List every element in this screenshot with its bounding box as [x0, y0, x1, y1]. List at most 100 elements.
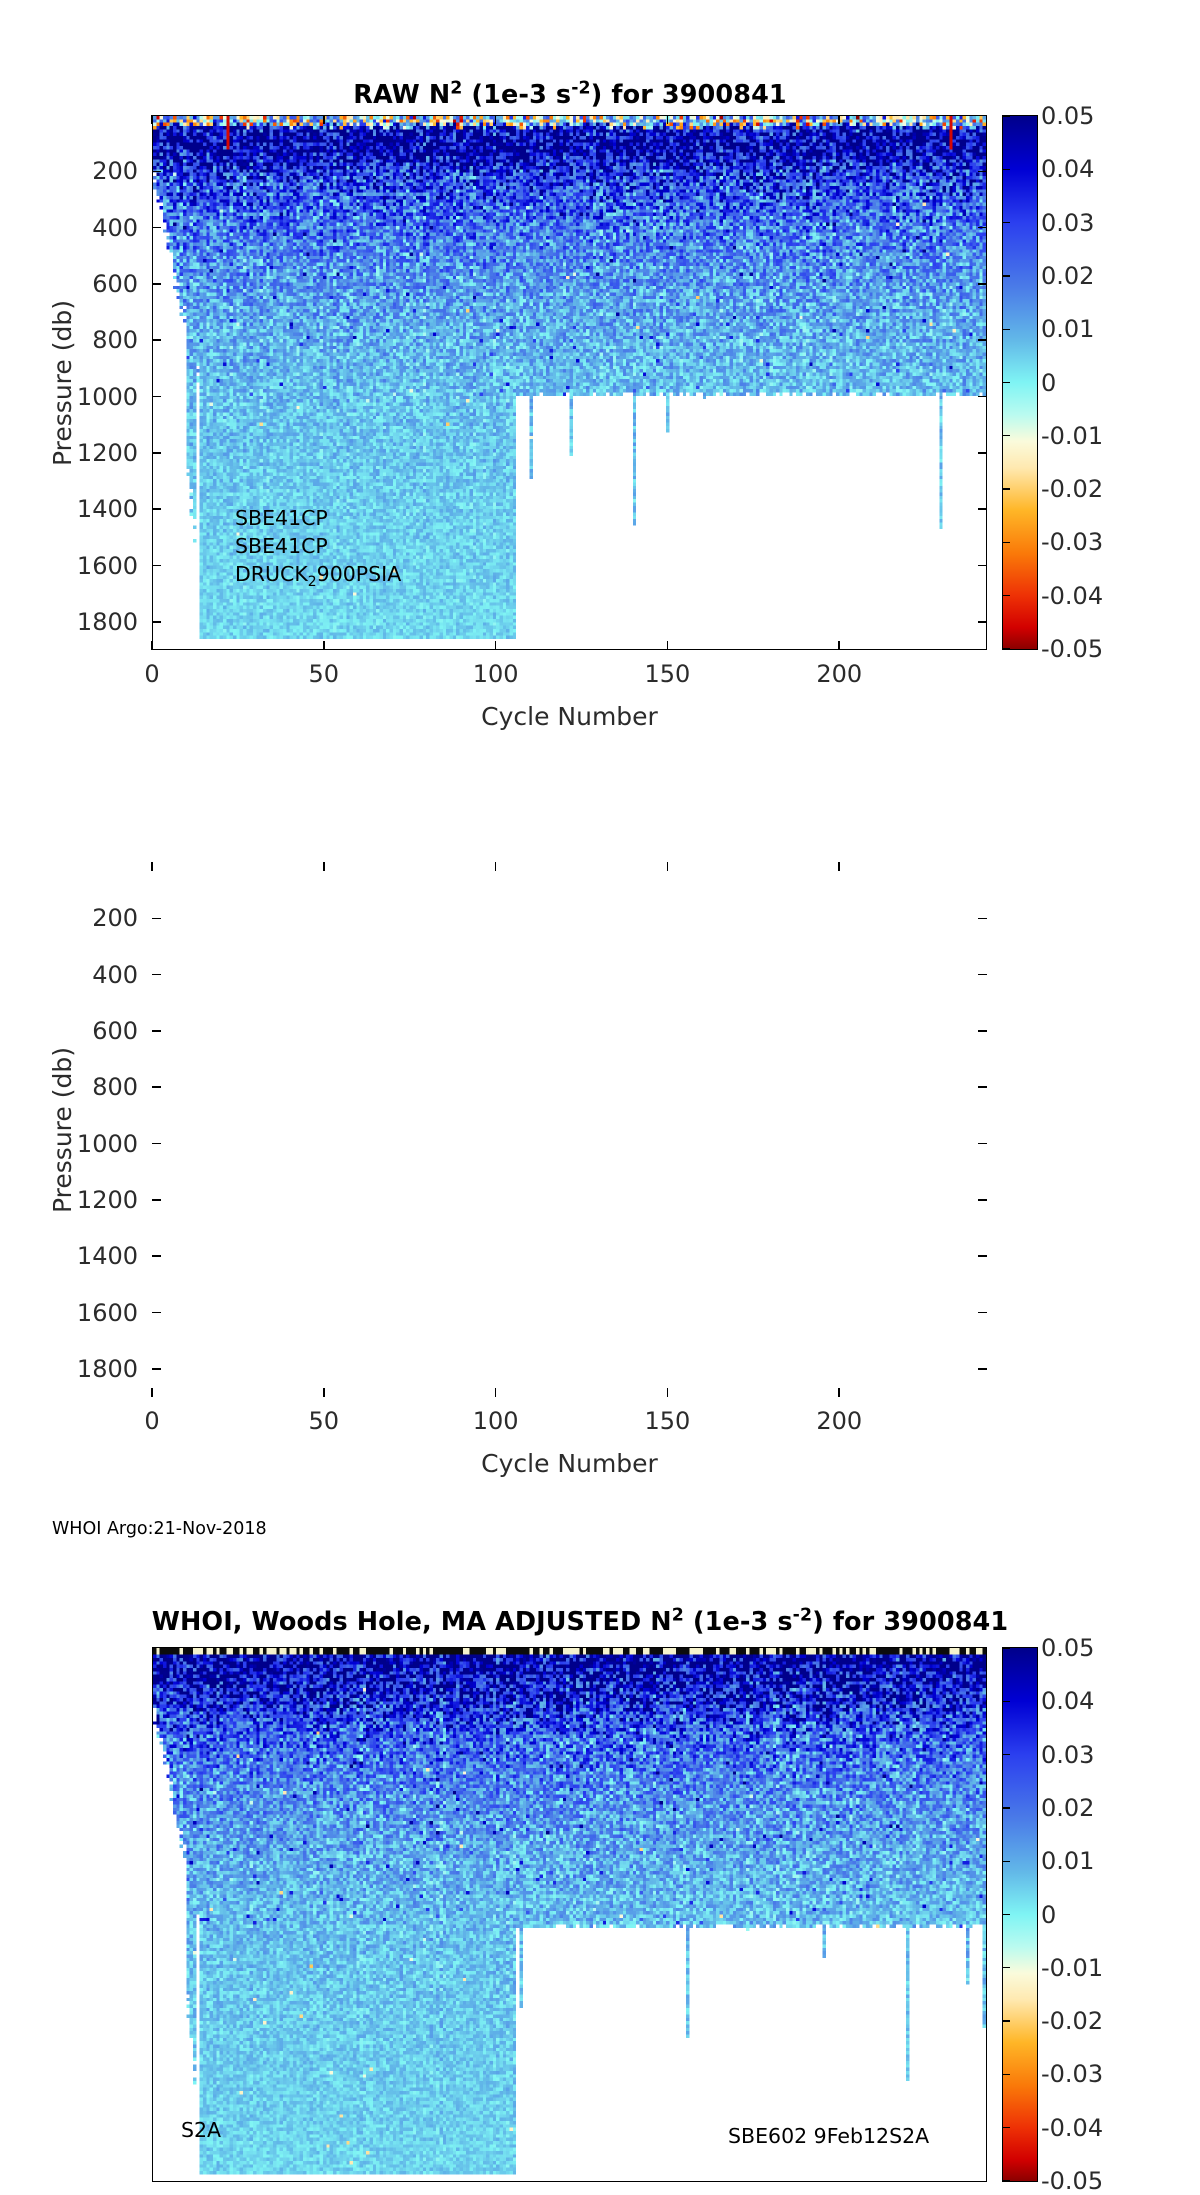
adj-annot-calibration: SBE602 9Feb12S2A — [728, 2124, 930, 2148]
adjusted-panel: WHOI, Woods Hole, MA ADJUSTED N2 (1e-3 s… — [0, 785, 1200, 2195]
adj-x-tick-mark — [666, 1388, 669, 1397]
colorbar-tick-label: 0.04 — [1041, 1687, 1095, 1716]
adj-y-tick-mark — [152, 1368, 161, 1370]
colorbar-tick-label: 0.03 — [1041, 1740, 1095, 1769]
adjusted-plot-area[interactable]: S2A SBE602 9Feb12S2A — [152, 1647, 987, 2182]
colorbar-tick-label: 0.02 — [1041, 1793, 1095, 1822]
colorbar-tick-label: 0 — [1041, 1900, 1057, 1929]
raw-y-tick-mark — [152, 564, 161, 567]
raw-x-tick-mark-top — [838, 115, 841, 124]
colorbar-tick-label: 0.05 — [1041, 102, 1095, 130]
colorbar-tick-mark — [1003, 275, 1010, 277]
raw-x-tick-mark-top — [151, 115, 153, 124]
raw-y-tick-label: 1600 — [76, 551, 138, 580]
adj-y-tick-mark-right — [978, 1255, 987, 1257]
adj-x-tick-label: 100 — [472, 1407, 519, 1435]
raw-x-tick-mark-top — [323, 115, 325, 124]
colorbar-tick-label: -0.04 — [1041, 2113, 1104, 2142]
colorbar-tick-label: -0.01 — [1041, 1953, 1104, 1982]
raw-plot-area[interactable]: SBE41CP SBE41CP DRUCK2900PSIA — [152, 115, 987, 650]
colorbar-tick-mark — [1003, 328, 1010, 330]
adj-y-tick-mark — [152, 917, 161, 920]
colorbar-tick-label: 0.01 — [1041, 315, 1095, 344]
colorbar-tick-mark — [1003, 1700, 1010, 1702]
raw-x-tick-mark — [323, 641, 325, 650]
raw-y-tick-label: 200 — [92, 157, 138, 186]
colorbar-tick-label: -0.03 — [1041, 2060, 1104, 2089]
colorbar-tick-mark — [1003, 2180, 1010, 2182]
colorbar-tick-mark — [1003, 221, 1010, 224]
adj-x-tick-mark-top — [151, 862, 153, 871]
adj-y-tick-mark — [152, 1030, 161, 1032]
adj-y-tick-mark-right — [978, 1368, 987, 1370]
adj-x-tick-mark-top — [494, 862, 497, 871]
adj-x-tick-label: 50 — [308, 1407, 340, 1435]
colorbar-tick-label: 0.02 — [1041, 261, 1095, 290]
raw-y-tick-mark-right — [978, 508, 987, 510]
adj-title-pre: WHOI, Woods Hole, MA ADJUSTED N — [151, 1607, 672, 1637]
adj-y-tick-label: 1200 — [76, 1185, 138, 1214]
adj-y-tick-mark-right — [978, 1030, 987, 1032]
adj-y-tick-mark — [152, 1142, 161, 1145]
colorbar-tick-mark — [1003, 168, 1010, 170]
colorbar-tick-mark — [1003, 541, 1010, 544]
raw-y-tick-mark-right — [978, 170, 987, 173]
adj-x-tick-mark — [494, 1388, 497, 1397]
raw-y-tick-mark-right — [978, 395, 987, 398]
colorbar-tick-label: -0.01 — [1041, 421, 1104, 450]
raw-x-tick-mark — [666, 641, 669, 650]
raw-y-tick-label: 1800 — [76, 607, 138, 636]
adj-x-tick-label: 150 — [644, 1407, 691, 1435]
adj-x-tick-label: 0 — [144, 1407, 160, 1435]
colorbar-tick-label: 0.01 — [1041, 1847, 1095, 1876]
colorbar-tick-label: -0.03 — [1041, 528, 1104, 557]
raw-y-tick-mark — [152, 283, 161, 285]
colorbar-tick-label: -0.05 — [1041, 635, 1104, 663]
raw-x-tick-mark — [494, 641, 497, 650]
colorbar-tick-mark — [1003, 2127, 1010, 2129]
adj-title-mid: (1e-3 s — [683, 1607, 793, 1637]
raw-title-post: ) for 3900841 — [590, 80, 787, 110]
raw-x-tick-label: 0 — [144, 660, 160, 688]
raw-heatmap — [153, 116, 986, 649]
raw-annot-sensor-2: SBE41CP — [235, 534, 328, 558]
raw-y-tick-label: 600 — [92, 269, 138, 298]
adj-y-tick-mark-right — [978, 1199, 987, 1201]
raw-annot-druck-pre: DRUCK — [235, 562, 308, 586]
colorbar-tick-label: 0.05 — [1041, 1634, 1095, 1662]
colorbar-tick-mark — [1003, 595, 1010, 597]
raw-annot-druck-sub: 2 — [307, 574, 317, 591]
adj-y-tick-mark-right — [978, 917, 987, 920]
adj-y-tick-mark — [152, 1255, 161, 1257]
raw-x-tick-mark — [838, 641, 841, 650]
footer-credit: WHOI Argo:21-Nov-2018 — [52, 1519, 267, 1539]
raw-x-tick-mark — [151, 641, 153, 650]
adj-y-tick-label: 400 — [92, 960, 138, 989]
raw-x-tick-mark-top — [494, 115, 497, 124]
colorbar-tick-mark — [1003, 1967, 1010, 1969]
adjusted-chart-title: WHOI, Woods Hole, MA ADJUSTED N2 (1e-3 s… — [0, 1607, 1160, 1637]
adj-x-tick-mark — [151, 1388, 153, 1397]
colorbar-tick-mark — [1003, 1647, 1010, 1649]
colorbar-tick-mark — [1003, 1860, 1010, 1862]
colorbar-tick-label: -0.05 — [1041, 2167, 1104, 2195]
adjusted-heatmap — [153, 1648, 986, 2181]
adj-x-tick-mark — [838, 1388, 841, 1397]
adj-y-tick-label: 1800 — [76, 1354, 138, 1383]
colorbar-tick-mark — [1003, 1913, 1010, 1916]
raw-y-tick-mark — [152, 339, 161, 342]
colorbar-tick-mark — [1003, 1753, 1010, 1756]
raw-annot-sensor-3: DRUCK2900PSIA — [235, 562, 401, 589]
raw-annot-sensor-1: SBE41CP — [235, 506, 328, 530]
raw-panel: RAW N2 (1e-3 s-2) for 3900841 SBE41CP SB… — [0, 0, 1200, 790]
adj-y-tick-mark-right — [978, 973, 987, 976]
colorbar-tick-mark — [1003, 381, 1010, 384]
raw-y-tick-mark — [152, 621, 161, 623]
colorbar-tick-mark — [1003, 488, 1010, 490]
raw-x-axis-label: Cycle Number — [481, 702, 658, 731]
raw-chart-title: RAW N2 (1e-3 s-2) for 3900841 — [0, 80, 1140, 110]
colorbar-tick-label: 0 — [1041, 368, 1057, 397]
raw-y-tick-mark — [152, 395, 161, 398]
adj-y-tick-label: 800 — [92, 1073, 138, 1102]
colorbar-tick-label: 0.04 — [1041, 155, 1095, 184]
